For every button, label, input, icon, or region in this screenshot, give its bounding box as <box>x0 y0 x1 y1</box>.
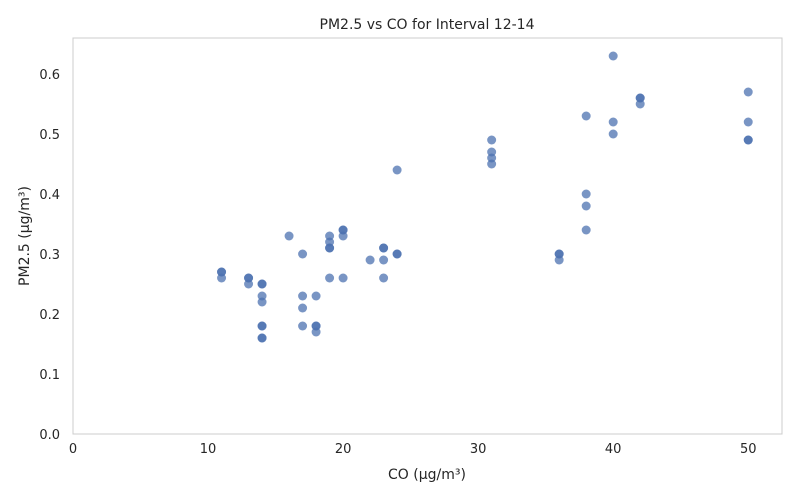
points-layer <box>217 51 753 343</box>
scatter-point <box>487 159 497 169</box>
scatter-point <box>635 99 645 109</box>
scatter-point <box>743 135 753 145</box>
x-axis-label: CO (µg/m³) <box>388 467 466 483</box>
scatter-point <box>379 255 389 265</box>
scatter-point <box>365 255 375 265</box>
plot-area <box>72 37 783 435</box>
chart-title: PM2.5 vs CO for Interval 12-14 <box>320 17 535 33</box>
scatter-point <box>298 321 308 331</box>
y-tick-label: 0.5 <box>39 128 60 143</box>
scatter-point <box>338 273 348 283</box>
scatter-point <box>284 231 294 241</box>
scatter-point <box>379 273 389 283</box>
scatter-point <box>743 87 753 97</box>
scatter-point <box>608 117 618 127</box>
y-tick-label: 0.6 <box>39 68 60 83</box>
scatter-point <box>298 249 308 259</box>
x-tick-label: 10 <box>200 442 217 457</box>
scatter-point <box>325 243 335 253</box>
scatter-point <box>392 249 402 259</box>
scatter-point <box>554 255 564 265</box>
y-tick-label: 0.3 <box>39 248 60 263</box>
y-tick-label: 0.4 <box>39 188 60 203</box>
scatter-point <box>257 279 267 289</box>
x-tick-label: 40 <box>605 442 622 457</box>
scatter-point <box>217 273 227 283</box>
scatter-point <box>298 303 308 313</box>
scatter-point <box>244 279 254 289</box>
scatter-point <box>311 291 321 301</box>
scatter-point <box>257 297 267 307</box>
scatter-point <box>257 321 267 331</box>
x-tick-label: 30 <box>470 442 487 457</box>
y-tick-label: 0.2 <box>39 308 60 323</box>
scatter-point <box>608 129 618 139</box>
scatter-point <box>325 273 335 283</box>
scatter-point <box>298 291 308 301</box>
scatter-point <box>392 165 402 175</box>
y-axis-ticks: 0.0 0.1 0.2 0.3 0.4 0.5 0.6 <box>39 68 60 443</box>
scatter-point <box>257 333 267 343</box>
scatter-point <box>311 327 321 337</box>
x-axis-ticks: 0 10 20 30 40 50 <box>69 442 757 457</box>
scatter-point <box>379 243 389 253</box>
x-tick-label: 50 <box>740 442 757 457</box>
scatter-point <box>581 111 591 121</box>
y-tick-label: 0.1 <box>39 368 60 383</box>
x-tick-label: 0 <box>69 442 77 457</box>
scatter-point <box>487 135 497 145</box>
scatter-point <box>581 189 591 199</box>
x-tick-label: 20 <box>335 442 352 457</box>
scatter-point <box>608 51 618 61</box>
scatter-point <box>581 225 591 235</box>
scatter-point <box>743 117 753 127</box>
y-tick-label: 0.0 <box>39 428 60 443</box>
y-axis-label: PM2.5 (µg/m³) <box>17 186 33 286</box>
scatter-point <box>338 231 348 241</box>
scatter-point <box>581 201 591 211</box>
